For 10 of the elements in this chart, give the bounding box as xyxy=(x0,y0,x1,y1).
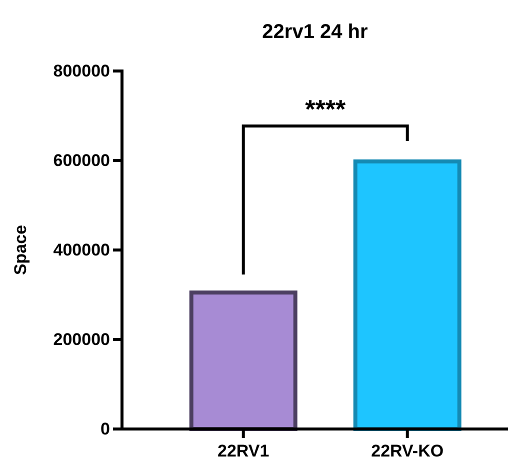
y-axis-title: Space xyxy=(11,224,30,276)
y-tick-label: 200000 xyxy=(53,330,110,349)
x-tick-label: 22RV1 xyxy=(218,441,270,460)
y-tick-label: 800000 xyxy=(53,61,110,80)
x-tick-label: 22RV-KO xyxy=(371,441,444,460)
chart-title: 22rv1 24 hr xyxy=(262,21,368,43)
y-tick-label: 400000 xyxy=(53,240,110,260)
y-tick-label: 0 xyxy=(100,419,110,438)
annotation: **** xyxy=(305,94,346,124)
y-tick-label: 600000 xyxy=(53,150,110,170)
